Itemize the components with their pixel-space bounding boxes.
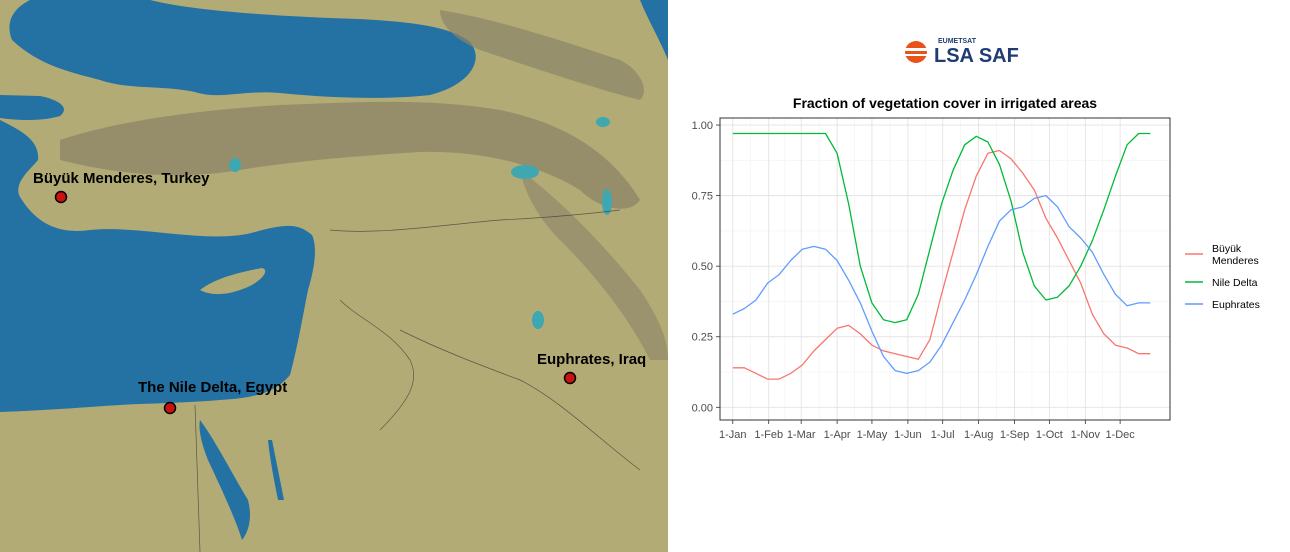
y-tick-label: 0.25 <box>692 332 713 344</box>
series-line <box>732 194 1151 375</box>
mountain-ridge <box>60 101 640 209</box>
x-tick-label: 1-Aug <box>964 429 993 441</box>
x-tick-label: 1-Oct <box>1036 429 1063 441</box>
logo-name: LSA SAF <box>934 45 1019 66</box>
series-line <box>732 132 1151 324</box>
chart-title: Fraction of vegetation cover in irrigate… <box>793 95 1097 111</box>
logo-sun-icon <box>905 41 927 63</box>
map-panel: Büyük Menderes, Turkey The Nile Delta, E… <box>0 0 668 552</box>
border-line <box>339 299 414 431</box>
y-tick-label: 0.75 <box>692 191 713 203</box>
border-line <box>399 329 641 471</box>
lake-tharthar <box>532 311 544 329</box>
legend-label: Büyük <box>1212 243 1242 255</box>
border-line <box>194 404 201 552</box>
lake-sevan <box>596 117 610 127</box>
mediterranean-sea <box>0 120 315 412</box>
x-tick-label: 1-Jun <box>894 429 922 441</box>
logo-org: EUMETSAT <box>938 38 977 45</box>
x-tick-label: 1-Sep <box>1000 429 1029 441</box>
marmara-sea <box>0 95 64 120</box>
x-tick-label: 1-Jan <box>719 429 747 441</box>
location-marker <box>163 401 177 415</box>
location-marker <box>563 371 577 385</box>
x-tick-label: 1-Apr <box>824 429 851 441</box>
series-line <box>732 149 1151 380</box>
logo-sun-stripe <box>904 54 930 56</box>
y-tick-label: 0.50 <box>692 261 713 273</box>
x-tick-label: 1-Mar <box>787 429 816 441</box>
legend-label: Nile Delta <box>1212 277 1258 289</box>
mountain-ridge-east <box>520 170 668 360</box>
x-tick-label: 1-May <box>857 429 888 441</box>
logo-sun-stripe <box>904 48 930 51</box>
y-tick-label: 0.00 <box>692 402 713 414</box>
location-label: Büyük Menderes, Turkey <box>33 170 210 187</box>
caspian-sea <box>640 0 668 60</box>
location-marker <box>54 190 68 204</box>
gulf-of-aqaba <box>268 440 284 500</box>
y-tick-label: 1.00 <box>692 120 713 132</box>
location-label: The Nile Delta, Egypt <box>138 379 287 396</box>
lake-tuz <box>229 158 241 172</box>
legend-label: Euphrates <box>1212 299 1260 311</box>
x-tick-label: 1-Feb <box>754 429 783 441</box>
x-tick-label: 1-Jul <box>931 429 955 441</box>
vegetation-cover-chart: Fraction of vegetation cover in irrigate… <box>692 95 1260 441</box>
gulf-of-suez <box>199 420 250 540</box>
cyprus <box>200 268 266 295</box>
border-line <box>329 209 621 232</box>
legend-label: Menderes <box>1212 255 1259 267</box>
x-tick-label: 1-Nov <box>1071 429 1101 441</box>
lake-van <box>511 165 539 179</box>
x-tick-label: 1-Dec <box>1105 429 1135 441</box>
location-label: Euphrates, Iraq <box>537 351 646 368</box>
lake-urmia <box>602 189 612 215</box>
black-sea <box>9 0 476 98</box>
caucasus-ridge <box>440 10 644 100</box>
lsa-saf-logo: EUMETSAT LSA SAF <box>904 38 1019 66</box>
plot-border <box>719 117 1171 421</box>
